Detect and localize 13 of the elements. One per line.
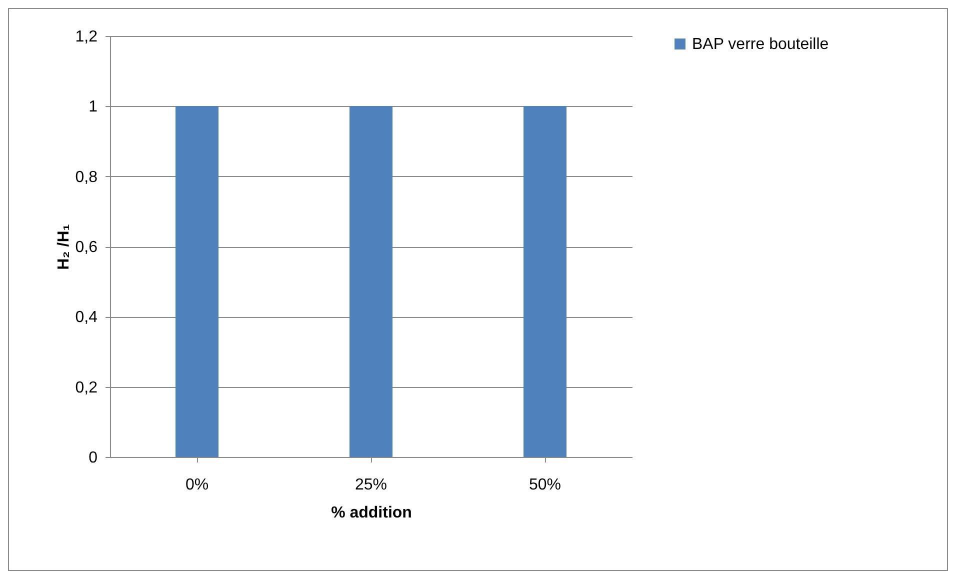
y-tick-label: 0,2: [75, 379, 98, 396]
y-tick-label: 0: [88, 450, 98, 466]
x-tick-label: 0%: [185, 476, 209, 494]
x-tick-label: 50%: [528, 476, 562, 494]
y-tick-label: 0,4: [75, 309, 98, 326]
y-tick-label: 0,8: [75, 168, 98, 186]
y-tick-label: 1: [88, 98, 98, 116]
x-tick-label: 25%: [354, 476, 388, 494]
y-tick-label: 0,6: [75, 239, 98, 256]
y-axis-title: H₂ /H₁: [55, 224, 72, 270]
legend-label: BAP verre bouteille: [692, 36, 829, 53]
y-tick-label: 1,2: [75, 28, 98, 46]
x-axis-title: % addition: [331, 504, 412, 522]
